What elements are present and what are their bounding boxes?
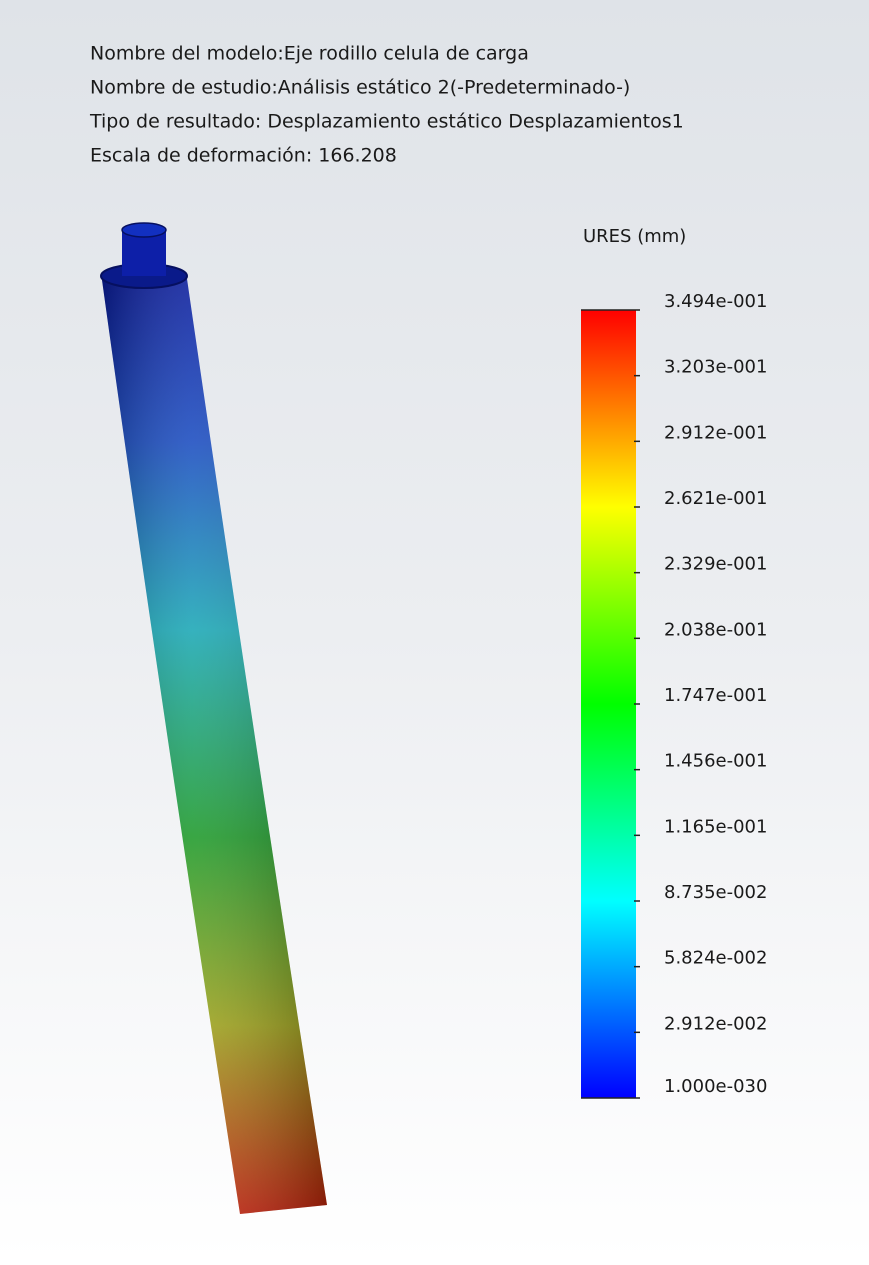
legend-label: 2.912e-002: [664, 1013, 767, 1034]
legend-label: 8.735e-002: [664, 882, 767, 903]
header-line: Escala de deformación: 166.208: [90, 145, 397, 167]
color-bar: [581, 310, 636, 1098]
result-view: Nombre del modelo:Eje rodillo celula de …: [0, 0, 869, 1261]
legend-title: URES (mm): [583, 226, 686, 247]
legend-label: 1.456e-001: [664, 751, 767, 772]
header-line: Tipo de resultado: Desplazamiento estáti…: [89, 111, 684, 133]
header-line: Nombre del modelo:Eje rodillo celula de …: [90, 43, 529, 65]
legend-label: 1.000e-030: [664, 1076, 767, 1097]
legend-label: 2.912e-001: [664, 422, 767, 443]
legend-label: 3.494e-001: [664, 291, 767, 312]
legend-label: 1.747e-001: [664, 685, 767, 706]
legend-label: 1.165e-001: [664, 816, 767, 837]
legend-label: 2.621e-001: [664, 488, 767, 509]
legend-label: 3.203e-001: [664, 357, 767, 378]
header-line: Nombre de estudio:Análisis estático 2(-P…: [90, 77, 630, 99]
legend-label: 2.038e-001: [664, 619, 767, 640]
legend-label: 5.824e-002: [664, 948, 767, 969]
legend-label: 2.329e-001: [664, 554, 767, 575]
